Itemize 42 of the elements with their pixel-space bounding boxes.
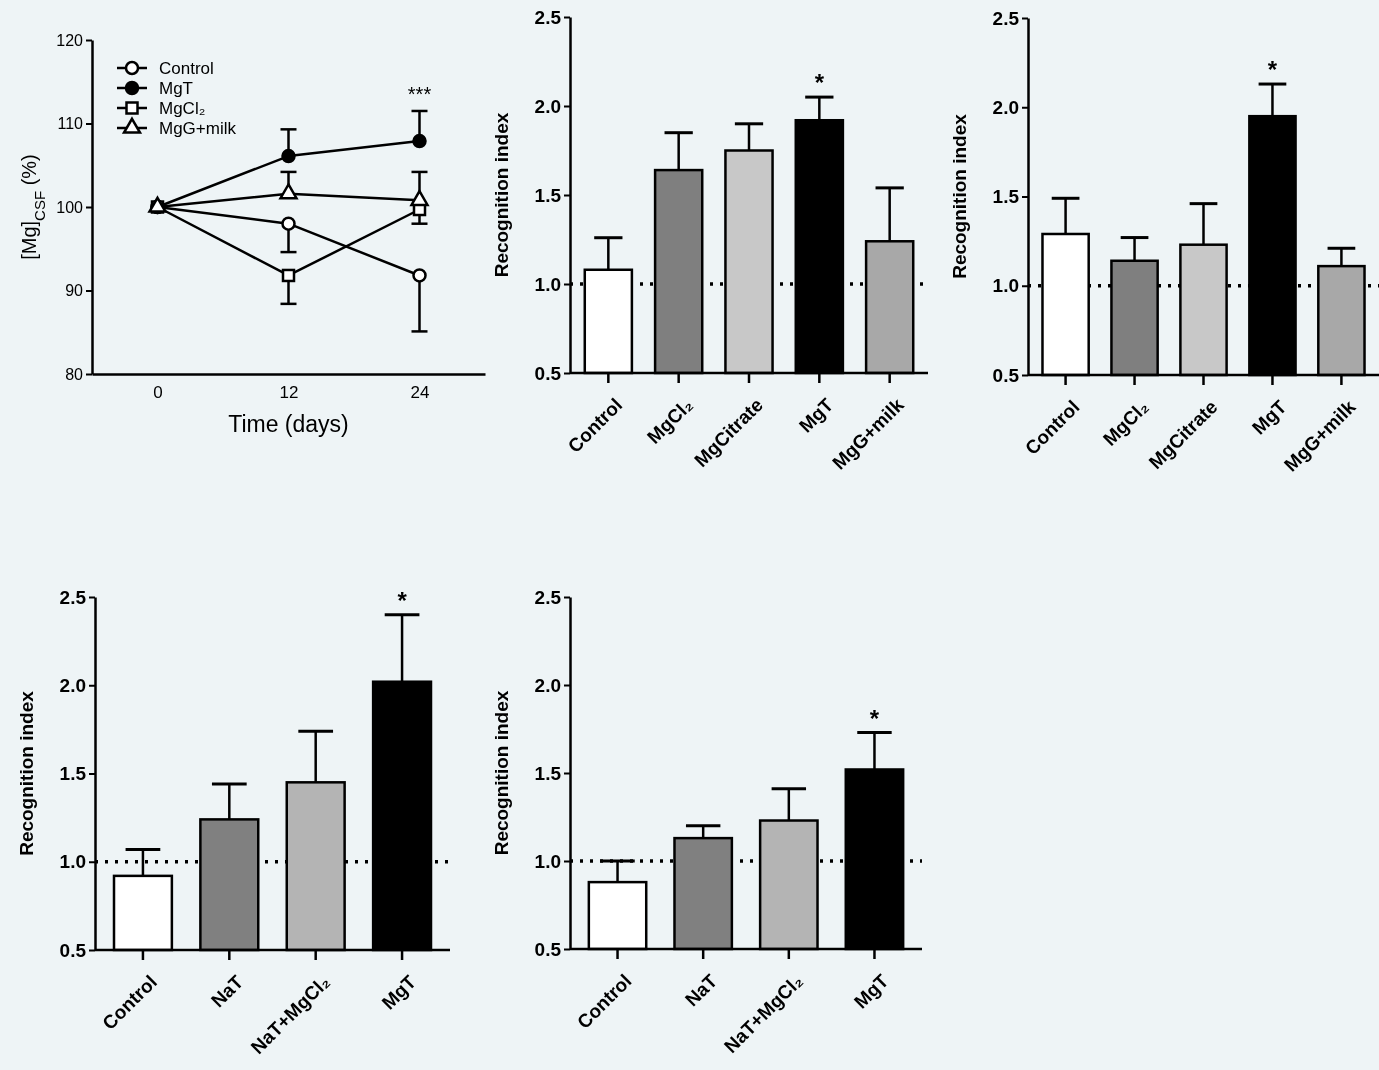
y-tick-label: 1.0 <box>534 273 561 295</box>
legend-label: MgCl₂ <box>159 99 206 118</box>
legend-label: MgG+milk <box>159 119 237 138</box>
y-tick-label: 1.0 <box>59 851 86 873</box>
x-tick-label: 0 <box>153 383 163 403</box>
y-tick-label: 2.5 <box>992 7 1020 29</box>
x-axis-title: Time (days) <box>228 411 349 437</box>
annotation: *** <box>407 82 432 105</box>
y-tick-label: 2.0 <box>59 674 86 696</box>
annotation: * <box>814 69 825 97</box>
y-tick-label: 80 <box>65 365 84 383</box>
y-tick-label: 110 <box>57 115 84 133</box>
annotation: * <box>397 586 408 614</box>
y-tick-label: 2.5 <box>534 586 562 608</box>
y-tick-label: 2.5 <box>59 586 87 608</box>
y-tick-label: 2.5 <box>534 6 562 28</box>
y-tick-label: 1.0 <box>534 850 561 872</box>
y-tick-label: 120 <box>56 31 84 49</box>
y-tick-label: 1.5 <box>534 762 562 784</box>
y-axis-title: Recognition index <box>491 112 512 278</box>
y-tick-label: 1.5 <box>59 763 87 785</box>
legend-label: Control <box>159 59 214 78</box>
y-tick-label: 100 <box>56 198 84 216</box>
x-tick-label: 24 <box>410 383 430 403</box>
y-tick-label: 0.5 <box>534 362 562 384</box>
x-tick-label: 12 <box>279 383 299 403</box>
y-axis-title: Recognition index <box>949 113 970 279</box>
legend-label: MgT <box>159 79 193 98</box>
y-tick-label: 1.0 <box>992 275 1019 297</box>
y-axis-title: Recognition index <box>491 690 512 856</box>
y-tick-label: 2.0 <box>534 95 561 117</box>
y-tick-label: 90 <box>65 282 84 300</box>
y-tick-label: 1.5 <box>992 186 1020 208</box>
y-tick-label: 1.5 <box>534 184 562 206</box>
y-axis-title: Recognition index <box>16 690 37 856</box>
y-tick-label: 2.0 <box>992 96 1019 118</box>
y-tick-label: 2.0 <box>534 674 561 696</box>
annotation: * <box>1267 56 1278 84</box>
annotation: * <box>869 704 880 732</box>
y-tick-label: 0.5 <box>59 939 87 961</box>
y-tick-label: 0.5 <box>534 938 562 960</box>
y-tick-label: 0.5 <box>992 364 1020 386</box>
